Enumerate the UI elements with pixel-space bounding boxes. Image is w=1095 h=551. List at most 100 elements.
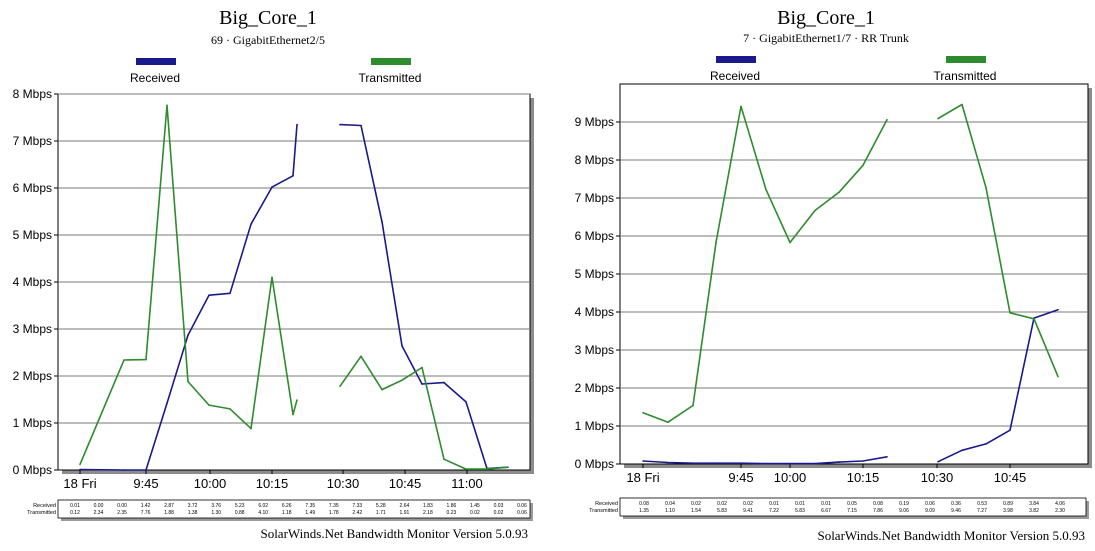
y-tick-label: 1 Mbps [575,419,614,433]
series-line-received [937,308,1059,463]
table-cell: 2.87 [164,503,174,509]
table-cell: 1.71 [376,510,386,516]
data-point-received [642,460,644,462]
table-cell: 2.35 [117,510,127,516]
data-point-received [862,460,864,462]
table-cell: 0.02 [743,501,753,507]
data-point-transmitted [715,241,717,244]
legend-swatch-received [136,58,176,65]
data-point-received [187,334,189,336]
table-cell: 7.35 [329,503,339,509]
legend-swatch-transmitted [946,56,986,63]
data-point-transmitted [642,411,644,414]
table-cell: 5.83 [717,508,727,514]
table-cell: 0.03 [494,503,504,509]
data-point-transmitted [961,103,963,106]
data-point-transmitted [271,276,273,279]
data-point-received [985,443,987,445]
table-cell: 6.02 [258,503,268,509]
data-point-received [421,383,423,385]
data-point-received [250,223,252,225]
y-tick-label: 7 Mbps [575,191,614,205]
table-cell: 6.67 [821,508,831,514]
data-point-transmitted [862,164,864,167]
data-point-transmitted [401,379,403,382]
data-point-transmitted [838,191,840,194]
table-cell: 7.35 [305,503,315,509]
y-tick-label: 7 Mbps [13,134,52,148]
y-tick-label: 9 Mbps [575,115,614,129]
chart-footer: SolarWinds.Net Bandwidth Monitor Version… [817,528,1085,543]
table-cell: 0.06 [925,501,935,507]
table-row-label: Received [595,501,618,507]
data-point-transmitted [360,355,362,358]
legend-label-received: Received [130,71,180,85]
y-tick-label: 4 Mbps [575,305,614,319]
legend-label-transmitted: Transmitted [359,71,422,85]
x-tick-label: 10:30 [921,470,954,485]
table-cell: 0.06 [517,510,527,516]
y-tick-label: 2 Mbps [575,381,614,395]
chart-subtitle: 69 · GigabitEthernet2/5 [211,33,325,47]
table-cell: 0.53 [977,501,987,507]
table-cell: 7.33 [352,503,362,509]
data-point-received [401,345,403,347]
data-point-transmitted [465,468,467,470]
x-tick-label: 10:45 [389,476,422,491]
table-cell: 0.01 [821,501,831,507]
table-cell: 0.00 [117,503,127,509]
table-cell: 3.98 [1003,508,1013,514]
x-tick-label: 11:00 [451,476,483,491]
data-point-transmitted [292,413,294,416]
data-point-transmitted [692,404,694,407]
table-cell: 0.06 [517,503,527,509]
data-point-transmitted [886,118,888,121]
data-point-transmitted [166,104,168,107]
data-point-transmitted [208,404,210,406]
table-cell: 1.30 [211,510,221,516]
table-cell: 0.19 [899,501,909,507]
y-tick-label: 6 Mbps [575,229,614,243]
y-tick-label: 0 Mbps [575,457,614,471]
data-point-transmitted [296,399,298,401]
table-cell: 0.01 [769,501,779,507]
data-point-received [381,221,383,223]
data-point-transmitted [937,117,939,120]
legend-label-transmitted: Transmitted [934,69,997,83]
chart-subtitle: 7 · GigabitEthernet1/7 · RR Trunk [743,31,909,45]
x-tick-label: 10:15 [256,476,289,491]
data-point-transmitted [765,188,767,191]
y-tick-label: 1 Mbps [13,416,52,430]
x-tick-label: 10:45 [994,470,1027,485]
legend-swatch-received [716,56,756,63]
data-point-transmitted [1033,318,1035,320]
table-cell: 0.23 [447,510,457,516]
data-point-received [961,449,963,452]
data-point-transmitted [740,105,742,108]
data-point-received [937,460,939,463]
table-cell: 7.76 [141,510,151,516]
table-cell: 9.06 [899,508,909,514]
chart-footer: SolarWinds.Net Bandwidth Monitor Version… [260,526,528,541]
data-point-transmitted [145,358,147,361]
table-cell: 1.35 [639,508,649,514]
table-cell: 4.06 [1055,501,1065,507]
data-point-received [339,123,341,126]
data-point-received [271,186,273,188]
data-point-received [145,469,147,471]
x-tick-label: 9:45 [728,470,753,485]
data-point-transmitted [229,408,231,410]
table-cell: 6.26 [282,503,292,509]
series-line-transmitted [937,103,1059,377]
table-cell: 5.83 [795,508,805,514]
data-point-transmitted [250,427,252,430]
data-point-transmitted [1057,375,1059,378]
table-cell: 2.30 [1055,508,1065,514]
y-tick-label: 3 Mbps [13,322,52,336]
table-cell: 1.83 [423,503,433,509]
table-cell: 0.08 [639,501,649,507]
table-cell: 3.84 [1029,501,1039,507]
table-cell: 0.00 [94,503,104,509]
table-cell: 3.76 [211,503,221,509]
table-cell: 1.49 [305,510,315,516]
